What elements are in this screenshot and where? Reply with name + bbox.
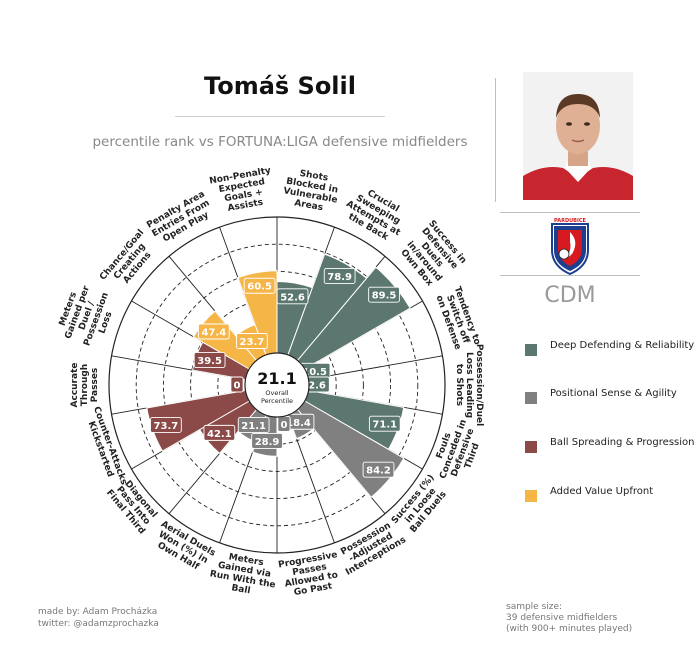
legend-label: Ball Spreading & Progression <box>550 437 695 448</box>
overall-label: Overall <box>265 389 288 397</box>
legend-swatch <box>525 392 537 404</box>
value-label: 71.1 <box>372 420 397 431</box>
credits: made by: Adam Procházka twitter: @adamzp… <box>38 606 159 630</box>
value-badge <box>368 415 401 432</box>
value-label: 2.6 <box>308 381 326 392</box>
category-label: Chance/GoalCreatingActions <box>98 228 161 296</box>
category-label: DiagonalPass IntoFinal Third <box>104 475 162 536</box>
grid-spoke <box>308 355 443 380</box>
category-label: ShotsBlocked inVulnerableAreas <box>281 167 342 216</box>
club-crest: PARDUBICE <box>548 216 592 276</box>
legend-label: Positional Sense & Agility <box>550 388 677 399</box>
category-label: Possession-AdjustedInterceptions <box>334 518 408 578</box>
category-label: Possession/DuelLoss Leadingto Shots <box>454 344 484 426</box>
legend-swatch <box>525 490 537 502</box>
percentile-label: Percentile <box>261 397 293 405</box>
category-label: AccurateThroughPasses <box>70 363 100 408</box>
category-label: CrucialSweepingAttempts atthe Back <box>339 182 412 247</box>
value-label: 47.4 <box>201 327 226 338</box>
value-badge <box>276 288 309 305</box>
value-badge <box>197 323 230 340</box>
legend-swatch <box>525 441 537 453</box>
legend-label: Deep Defending & Reliability <box>550 340 695 351</box>
legend-swatch <box>525 344 537 356</box>
value-label: 42.1 <box>207 429 232 440</box>
club-crest-text: PARDUBICE <box>554 218 586 224</box>
sample-size-title: sample size: <box>506 602 563 612</box>
value-label: 23.7 <box>240 337 265 348</box>
photo-divider <box>500 212 640 213</box>
value-badge <box>236 333 268 349</box>
value-badge <box>362 461 395 478</box>
value-badge <box>150 416 182 433</box>
page-subtitle: percentile rank vs FORTUNA:LIGA defensiv… <box>92 134 468 150</box>
category-label: Penalty AreaEntries FromOpen Play <box>145 189 216 248</box>
credit-twitter: twitter: @adamzprochazka <box>38 619 159 629</box>
value-label: 18.4 <box>286 418 311 429</box>
category-label: ProgressivePassesAllowed toGo Past <box>278 550 344 600</box>
value-badge <box>237 416 270 433</box>
sample-size-criteria: (with 900+ minutes played) <box>506 624 633 634</box>
value-label: 39.5 <box>197 356 222 367</box>
player-position: CDM <box>544 283 596 308</box>
value-label: 73.7 <box>154 421 179 432</box>
header-vertical-divider <box>495 78 496 202</box>
sample-size-count: 39 defensive midfielders <box>506 613 618 623</box>
credit-author: made by: Adam Procházka <box>38 607 158 617</box>
grid-ring <box>135 243 419 527</box>
value-badge <box>323 268 356 284</box>
crest-divider <box>500 275 640 276</box>
value-label: 10.5 <box>302 367 327 378</box>
page-title: Tomáš Solil <box>204 72 356 100</box>
category-label: Aerial DuelsWon (%) inOwn Half <box>149 519 217 576</box>
value-badge <box>230 376 244 393</box>
legend-label: Added Value Upfront <box>550 486 654 497</box>
overall-percentile-value: 21.1 <box>257 369 296 388</box>
title-divider <box>175 116 385 117</box>
value-label: 89.5 <box>372 291 397 302</box>
center-circle <box>244 352 310 418</box>
value-label: 78.9 <box>327 272 352 283</box>
value-badge <box>251 432 283 449</box>
chart-category-labels: ShotsBlocked inVulnerableAreas CrucialSwe… <box>54 166 484 601</box>
value-badge <box>203 424 236 441</box>
value-label: 0 <box>234 381 241 392</box>
value-badge <box>368 286 400 303</box>
value-badge <box>243 277 276 294</box>
sample-size-note: sample size: 39 defensive midfielders (w… <box>506 602 632 635</box>
value-label: 52.6 <box>280 292 305 303</box>
value-badge <box>193 352 226 368</box>
category-label: MetersGained viaRun With theBall <box>207 550 279 601</box>
player-photo <box>523 72 633 200</box>
value-label: 60.5 <box>247 282 272 293</box>
chart-center: 21.1 Overall Percentile <box>244 352 310 418</box>
category-label: MetersGained perDuel /PossessionLoss <box>54 281 120 351</box>
category-label: Success (%)in LooseBall Duels <box>390 473 452 539</box>
value-label: 28.9 <box>255 437 280 448</box>
category-label: Non-PenaltyExpectedGoals +Assists <box>209 166 277 216</box>
value-label: 84.2 <box>366 466 391 477</box>
value-label: 21.1 <box>241 421 266 432</box>
category-label: Success inDefensiveDuelsin/aroundOwn Box <box>396 219 468 292</box>
value-label: 0 <box>280 420 287 431</box>
